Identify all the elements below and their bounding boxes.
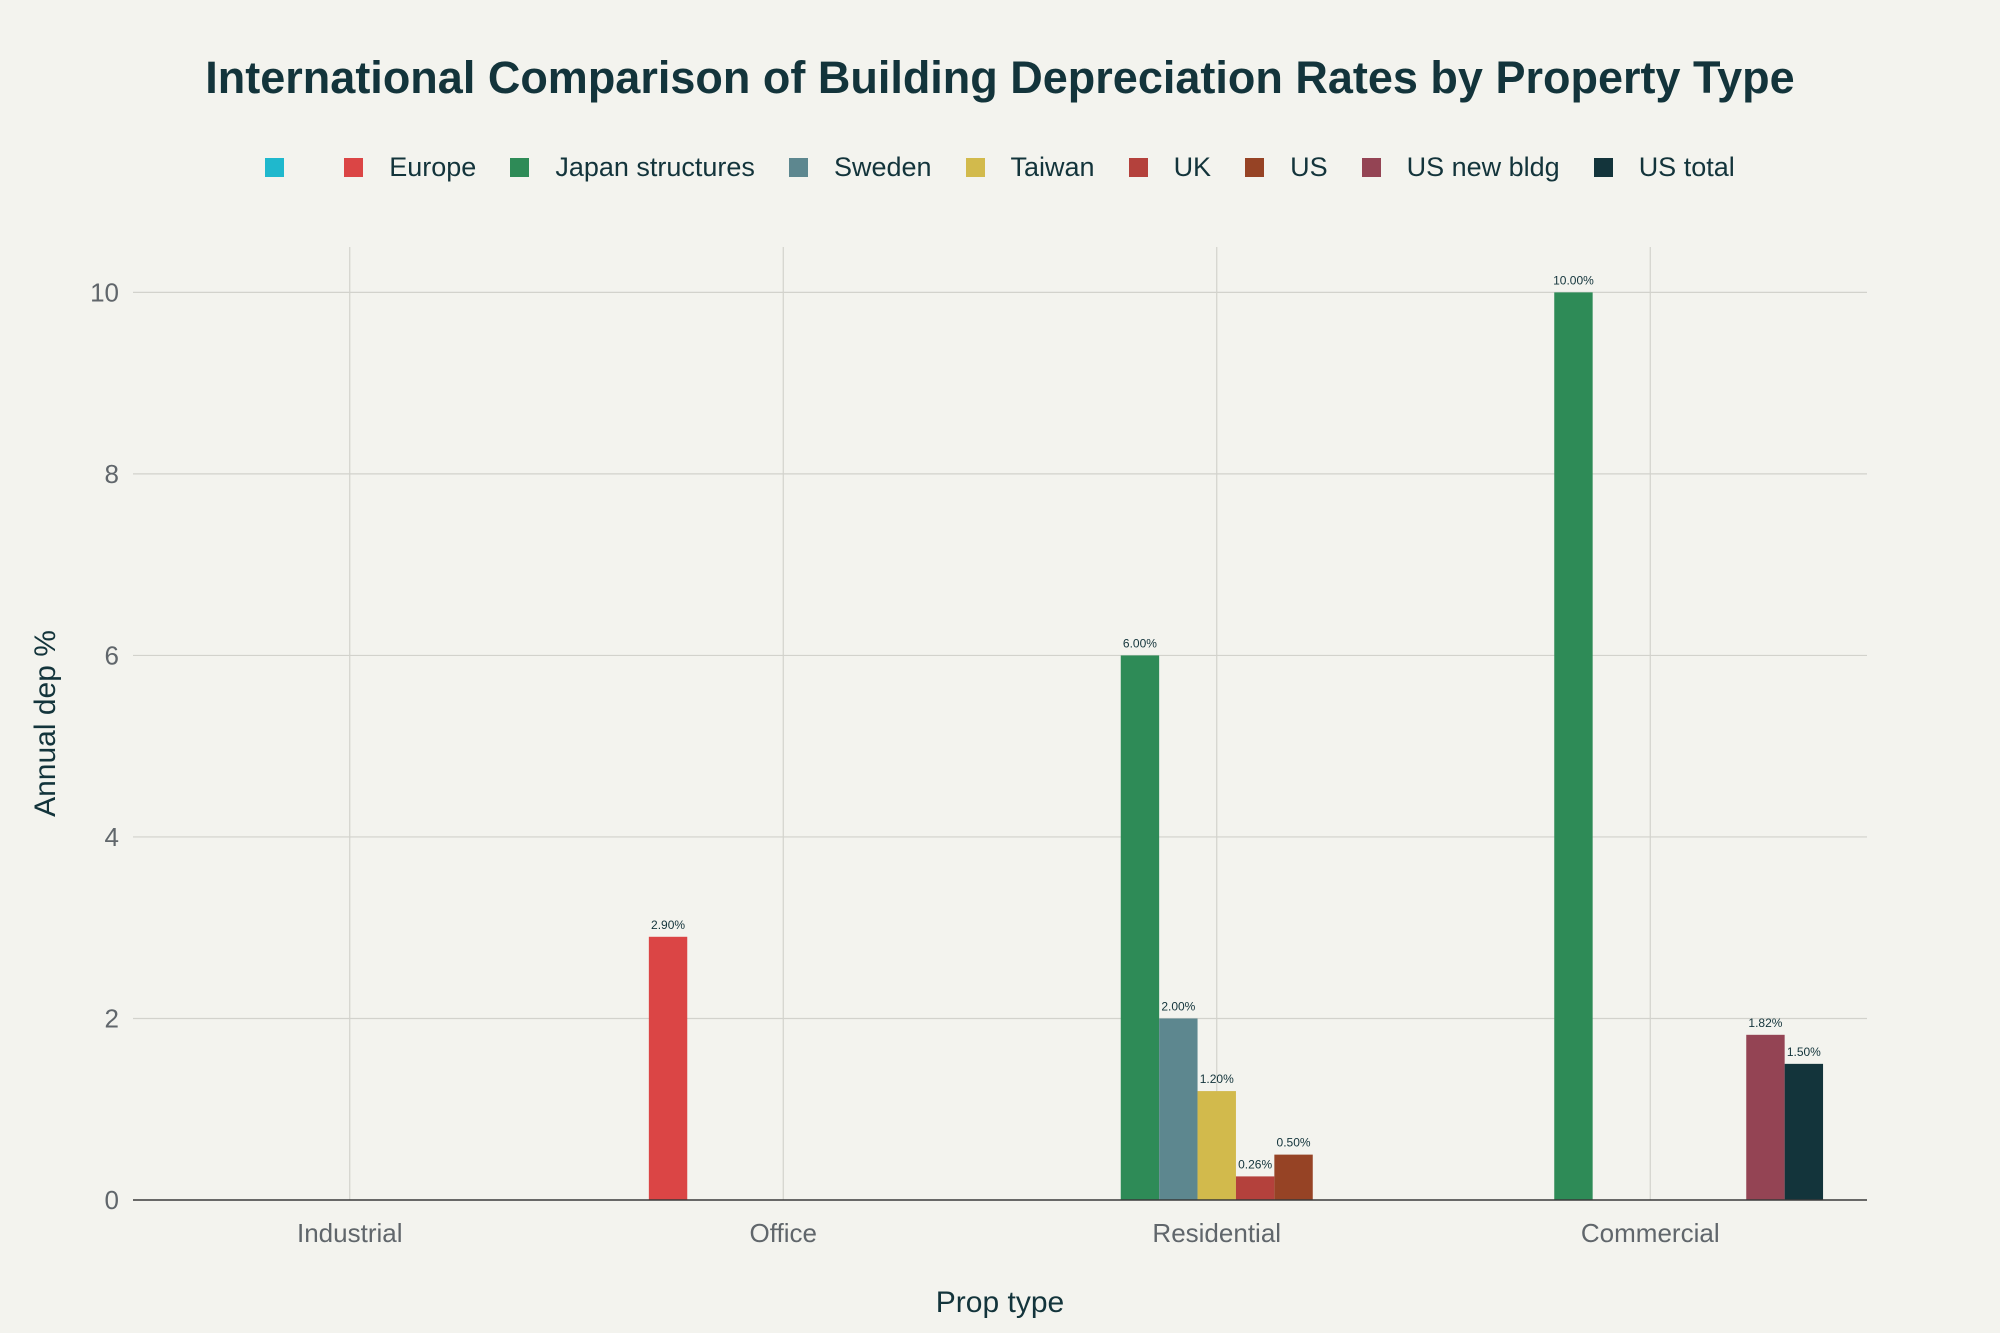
bar-data-label: 2.90% — [651, 918, 685, 932]
legend-item[interactable]: Sweden — [788, 152, 932, 183]
legend-item[interactable]: UK — [1128, 152, 1212, 183]
bar — [1197, 1091, 1236, 1200]
legend-label: US — [1290, 152, 1328, 182]
legend-swatch — [1128, 158, 1148, 177]
y-tick-label: 2 — [105, 1003, 119, 1033]
legend-label: Taiwan — [1010, 152, 1095, 182]
y-tick-label: 4 — [105, 822, 119, 852]
bar-data-label: 0.50% — [1277, 1136, 1311, 1150]
bar-data-label: 0.26% — [1238, 1157, 1272, 1171]
legend-swatch — [265, 158, 285, 177]
x-tick-label: Office — [750, 1218, 817, 1248]
bar — [1784, 1063, 1824, 1200]
x-tick-label: Commercial — [1581, 1218, 1720, 1248]
bar — [1746, 1034, 1785, 1200]
legend-item[interactable] — [265, 158, 310, 177]
bar — [1274, 1154, 1313, 1200]
bar — [1235, 1176, 1275, 1200]
legend-swatch — [965, 158, 985, 177]
bar-data-label: 10.00% — [1553, 273, 1594, 287]
x-axis-title: Prop type — [936, 1286, 1064, 1319]
legend-item[interactable]: Europe — [344, 152, 476, 183]
legend-item[interactable]: US total — [1593, 152, 1735, 183]
bar-data-label: 1.20% — [1200, 1072, 1234, 1086]
bar-data-label: 1.82% — [1748, 1016, 1782, 1030]
x-tick-label: Industrial — [297, 1218, 403, 1248]
legend-swatch — [788, 158, 808, 177]
legend-label: US new bldg — [1406, 152, 1560, 182]
bar — [1120, 655, 1160, 1200]
bar — [1554, 292, 1593, 1200]
legend-swatch — [510, 158, 530, 177]
legend-label: UK — [1173, 152, 1212, 182]
legend-swatch — [344, 158, 364, 177]
y-axis-title: Annual dep % — [29, 630, 62, 817]
legend-label: Sweden — [833, 152, 932, 182]
legend-swatch — [1361, 158, 1381, 177]
y-tick-label: 0 — [105, 1185, 119, 1215]
bar-data-label: 6.00% — [1123, 636, 1157, 650]
bar-data-label: 2.00% — [1161, 999, 1195, 1013]
chart-title: International Comparison of Building Dep… — [205, 52, 1795, 103]
bar — [648, 936, 688, 1200]
legend: Europe Japan structures Sweden Taiwan UK US US… — [0, 152, 2000, 183]
legend-label: Japan structures — [555, 152, 755, 182]
x-tick-label: Residential — [1152, 1218, 1281, 1248]
legend-swatch — [1593, 158, 1613, 177]
legend-item[interactable]: US — [1245, 152, 1328, 183]
y-tick-label: 10 — [90, 277, 119, 307]
bar — [1159, 1018, 1198, 1200]
legend-swatch — [1245, 158, 1265, 177]
y-tick-label: 6 — [105, 640, 119, 670]
bar-data-label: 1.50% — [1787, 1045, 1821, 1059]
legend-item[interactable]: US new bldg — [1361, 152, 1560, 183]
legend-item[interactable]: Japan structures — [510, 152, 755, 183]
legend-item[interactable]: Taiwan — [965, 152, 1095, 183]
legend-label: US total — [1638, 152, 1735, 182]
legend-label: Europe — [389, 152, 477, 182]
y-tick-label: 8 — [105, 459, 119, 489]
